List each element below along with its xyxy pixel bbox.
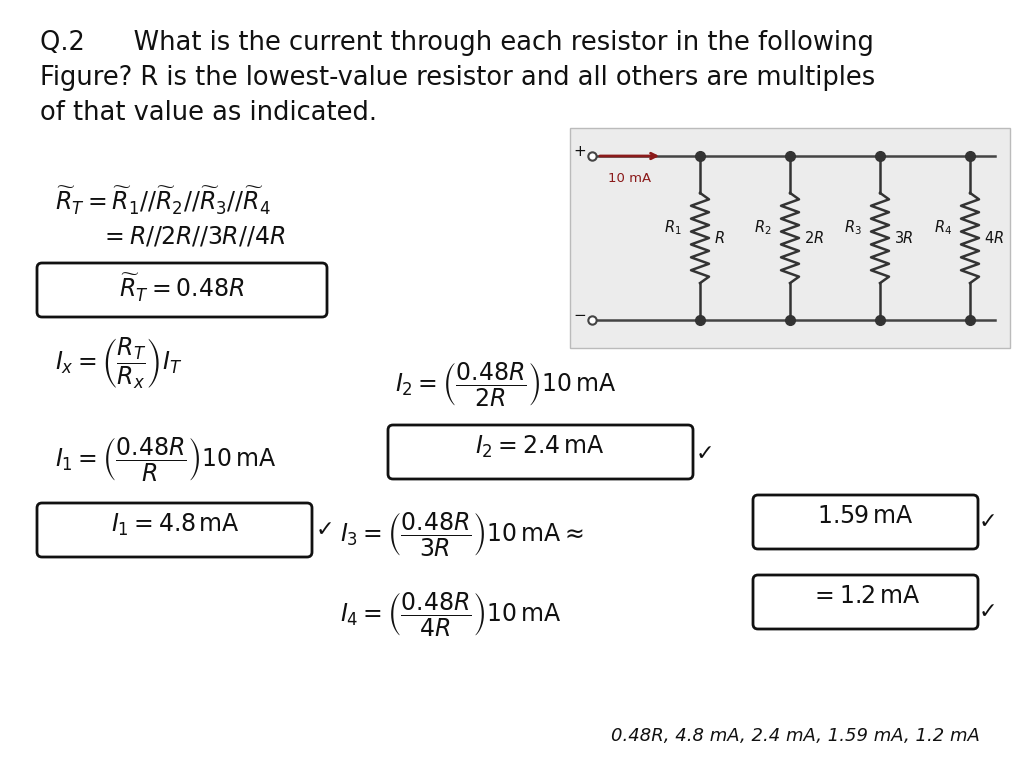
Text: $\checkmark$: $\checkmark$ <box>695 442 712 462</box>
FancyBboxPatch shape <box>753 495 978 549</box>
Text: $= 1.2\,\mathrm{mA}$: $= 1.2\,\mathrm{mA}$ <box>810 584 921 608</box>
Text: $= R // 2R // 3R // 4R$: $= R // 2R // 3R // 4R$ <box>100 225 286 249</box>
Text: 10 mA: 10 mA <box>608 172 651 185</box>
Text: $R_1$: $R_1$ <box>665 219 682 237</box>
Text: $R_4$: $R_4$ <box>934 219 952 237</box>
FancyBboxPatch shape <box>37 503 312 557</box>
Text: $I_2 = \left(\dfrac{0.48R}{2R}\right) 10\,\mathrm{mA}$: $I_2 = \left(\dfrac{0.48R}{2R}\right) 10… <box>395 360 616 408</box>
Text: $I_1 = \left(\dfrac{0.48R}{R}\right) 10\,\mathrm{mA}$: $I_1 = \left(\dfrac{0.48R}{R}\right) 10\… <box>55 435 276 483</box>
Text: $\checkmark$: $\checkmark$ <box>978 600 995 620</box>
FancyBboxPatch shape <box>37 263 327 317</box>
Text: $I_3 = \left(\dfrac{0.48R}{3R}\right) 10\,\mathrm{mA} \approx$: $I_3 = \left(\dfrac{0.48R}{3R}\right) 10… <box>340 510 584 558</box>
Text: $R$: $R$ <box>714 230 725 246</box>
Text: $\widetilde{R}_T = 0.48R$: $\widetilde{R}_T = 0.48R$ <box>120 272 245 304</box>
Text: −: − <box>573 309 587 323</box>
FancyBboxPatch shape <box>388 425 693 479</box>
Text: $\widetilde{R}_T = \widetilde{R}_1 // \widetilde{R}_2 // \widetilde{R}_3 // \wid: $\widetilde{R}_T = \widetilde{R}_1 // \w… <box>55 185 271 217</box>
Text: Figure? R is the lowest-value resistor and all others are multiples: Figure? R is the lowest-value resistor a… <box>40 65 876 91</box>
Text: $I_4 = \left(\dfrac{0.48R}{4R}\right) 10\,\mathrm{mA}$: $I_4 = \left(\dfrac{0.48R}{4R}\right) 10… <box>340 590 561 638</box>
Text: +: + <box>573 144 587 160</box>
Text: $\checkmark$: $\checkmark$ <box>315 518 332 538</box>
Text: $1.59\,\mathrm{mA}$: $1.59\,\mathrm{mA}$ <box>817 504 913 528</box>
Text: Q.2      What is the current through each resistor in the following: Q.2 What is the current through each res… <box>40 30 873 56</box>
Text: $I_2 = 2.4\,\mathrm{mA}$: $I_2 = 2.4\,\mathrm{mA}$ <box>475 434 605 460</box>
Bar <box>570 128 1010 348</box>
Text: $I_x = \left(\dfrac{R_T}{R_x}\right) I_T$: $I_x = \left(\dfrac{R_T}{R_x}\right) I_T… <box>55 335 182 391</box>
FancyBboxPatch shape <box>753 575 978 629</box>
Text: $R_2$: $R_2$ <box>755 219 772 237</box>
Text: of that value as indicated.: of that value as indicated. <box>40 100 377 126</box>
Text: $I_1 = 4.8\,\mathrm{mA}$: $I_1 = 4.8\,\mathrm{mA}$ <box>111 512 240 538</box>
Text: $\checkmark$: $\checkmark$ <box>978 510 995 530</box>
Text: $R_3$: $R_3$ <box>844 219 862 237</box>
Text: $4R$: $4R$ <box>984 230 1005 246</box>
Text: $2R$: $2R$ <box>804 230 824 246</box>
Text: $3R$: $3R$ <box>894 230 913 246</box>
Text: 0.48R, 4.8 mA, 2.4 mA, 1.59 mA, 1.2 mA: 0.48R, 4.8 mA, 2.4 mA, 1.59 mA, 1.2 mA <box>611 727 980 745</box>
